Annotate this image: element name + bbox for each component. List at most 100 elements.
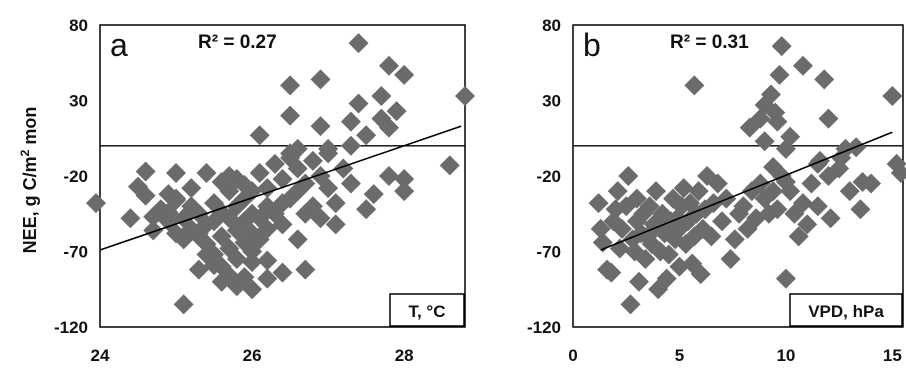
panel-a-data-point <box>242 223 263 244</box>
panel-b-data-point <box>807 196 828 217</box>
panel-a-data-point <box>219 238 240 259</box>
panel-a-data-point <box>378 117 399 138</box>
panel-a-data-point <box>302 196 323 217</box>
panel-a-data-point <box>394 169 415 190</box>
panel-b-trend-line <box>600 131 893 251</box>
panel-b-data-point <box>629 271 649 292</box>
panel-b-data-point <box>850 199 871 220</box>
panel-a-data-point <box>287 229 308 250</box>
panel-a-data-point <box>135 161 156 182</box>
panel-b-data-point <box>620 294 641 315</box>
panel-a-data-point <box>181 178 202 199</box>
panel-a-y-tick-label: -20 <box>63 167 88 186</box>
panel-a-data-point <box>310 69 331 90</box>
panel-b-y-tick-label: 30 <box>542 92 561 111</box>
panel-a-y-tick-label: 80 <box>69 16 88 35</box>
panel-a-data-point <box>340 111 361 132</box>
panel-a-data-point <box>371 85 392 106</box>
panel-a-x-tick-label: 24 <box>91 346 110 365</box>
panel-b-data-point <box>831 147 852 168</box>
panel-a-data-point <box>166 162 187 183</box>
panel-a-data-point <box>310 116 331 137</box>
panel-b-data-point <box>882 85 903 106</box>
panel-b-data-point <box>639 196 660 217</box>
panel-b-data-point <box>733 196 754 217</box>
panel-b-y-tick-label: -70 <box>536 243 561 262</box>
panel-b-data-point <box>701 226 722 247</box>
panel-a-data-point <box>249 162 270 183</box>
panel-a-data-point <box>318 138 339 159</box>
panel-b-marks <box>573 36 906 315</box>
panel-b-data-point <box>771 36 792 57</box>
panel-b-data-point <box>801 173 822 194</box>
panel-a-data-point <box>120 208 141 229</box>
panel-a-data-point <box>333 158 354 179</box>
panel-a-data-point <box>86 193 106 214</box>
panel-b-data-point <box>690 264 711 285</box>
panel-b-data-point <box>763 181 784 202</box>
panel-a-x-ticks: 24 26 28 <box>91 346 414 365</box>
panel-a-data-point <box>439 155 460 176</box>
panel-a-data-point <box>378 166 399 186</box>
panel-a-data-point <box>455 85 475 106</box>
panel-a-data-point <box>356 125 377 146</box>
panel-a-data-point <box>188 223 209 244</box>
panel-b-y-tick-label: -120 <box>527 318 561 337</box>
panel-b-data-point <box>769 64 790 85</box>
panel-b-data-point <box>788 226 809 247</box>
panel-b-data-point <box>712 211 733 232</box>
panel-a-data-point <box>242 241 263 262</box>
panel-b-xlabel-box <box>789 293 903 327</box>
panel-b-data-point <box>588 193 609 214</box>
panel-b-data-point <box>818 108 839 129</box>
panel-b-data-point <box>658 244 679 265</box>
panel-a-data-point <box>135 185 156 206</box>
panel-a-data-point <box>302 150 323 171</box>
panel-b-data-point <box>618 166 639 186</box>
panel-a-r2-label: R² = 0.27 <box>198 32 277 53</box>
panel-b-data-point <box>739 117 760 138</box>
panel-a-y-tick-label: 30 <box>69 92 88 111</box>
panel-b-data-point <box>890 162 906 183</box>
panel-a-data-point <box>378 55 399 76</box>
panel-a-xlabel-box <box>389 293 465 327</box>
panel-a-data-point <box>226 249 247 270</box>
panel-b-data-point <box>852 172 873 193</box>
panel-b: 80 30 -20 -70 -120 0 5 10 15 b R² = 0.31 VPD, h… <box>527 16 906 365</box>
panel-a-y-ticks: 80 30 -20 -70 -120 <box>54 16 88 337</box>
panel-a-marks <box>86 33 475 315</box>
panel-a-data-point <box>188 259 209 280</box>
panel-b-data-point <box>792 193 813 214</box>
panel-a-data-point <box>295 259 316 280</box>
panel-b-x-tick-label: 15 <box>883 346 902 365</box>
panel-b-data-point <box>707 173 728 194</box>
panel-a-data-point <box>325 214 346 235</box>
panel-b-data-point <box>754 131 775 152</box>
panel-b-data-point <box>839 181 860 202</box>
panel-a-data-point <box>363 184 384 205</box>
panel-a-data-point <box>325 193 346 214</box>
panel-b-x-tick-label: 5 <box>675 346 684 365</box>
panel-b-data-point <box>607 181 628 202</box>
panel-b-data-point <box>656 268 677 289</box>
panel-a-data-point <box>272 169 293 190</box>
panel-a-data-point <box>211 271 232 292</box>
panel-b-data-point <box>590 218 611 239</box>
panel-b-data-point <box>807 153 828 174</box>
panel-a-data-point <box>242 252 263 273</box>
panel-a-data-point <box>257 250 278 271</box>
panel-a-data-point <box>226 276 247 297</box>
panel-a-data-point <box>264 153 285 174</box>
panel-a-y-tick-label: -70 <box>63 243 88 262</box>
panel-a-data-point <box>318 178 339 199</box>
panel-b-data-point <box>673 178 694 199</box>
panel-a-data-point <box>394 181 415 202</box>
panel-a-data-point <box>280 147 301 168</box>
panel-a-data-point <box>257 268 278 289</box>
panel-a-data-point <box>394 64 415 85</box>
panel-b-data-point <box>820 208 841 229</box>
panel-a-x-axis-label: T, °C <box>408 302 445 321</box>
panel-a-data-point <box>249 125 270 146</box>
panel-a-data-point <box>348 33 369 54</box>
panel-b-y-tick-label: 80 <box>542 16 561 35</box>
